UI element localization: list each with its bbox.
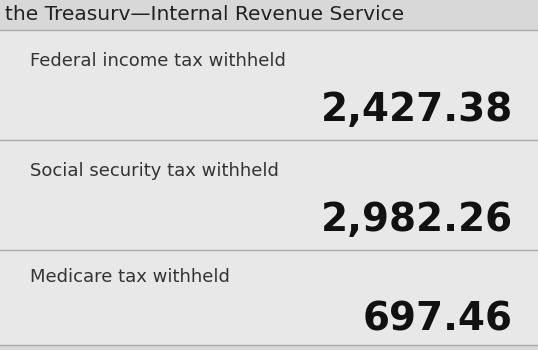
Text: Social security tax withheld: Social security tax withheld xyxy=(30,162,279,180)
Text: 2,982.26: 2,982.26 xyxy=(321,201,513,239)
Text: 697.46: 697.46 xyxy=(363,300,513,338)
Text: the Treasurv—Internal Revenue Service: the Treasurv—Internal Revenue Service xyxy=(5,6,404,25)
Text: Medicare tax withheld: Medicare tax withheld xyxy=(30,268,230,286)
Bar xyxy=(0,0,538,30)
Text: 2,427.38: 2,427.38 xyxy=(321,91,513,129)
Bar xyxy=(0,250,538,345)
Bar xyxy=(0,140,538,250)
Text: Federal income tax withheld: Federal income tax withheld xyxy=(30,52,286,70)
Bar xyxy=(0,30,538,140)
